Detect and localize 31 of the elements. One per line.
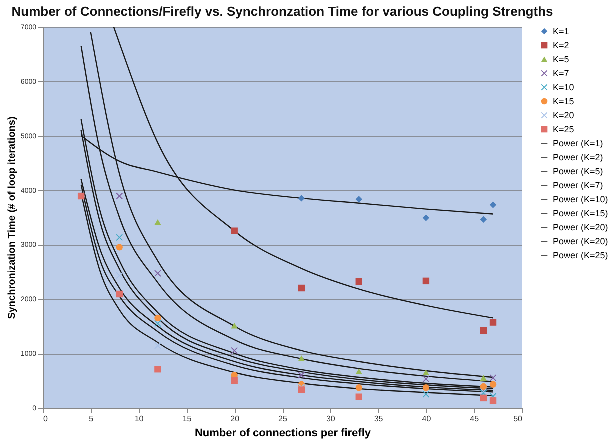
legend-label: Power (K=5) (553, 166, 604, 176)
legend-label: Power (K=20) (553, 236, 608, 246)
legend-label: Power (K=1) (553, 138, 604, 148)
legend-label: K=1 (553, 26, 570, 36)
x-tick-label: 50 (514, 414, 524, 424)
legend-label: K=7 (553, 68, 570, 78)
x-tick-label: 15 (182, 414, 192, 424)
legend-label: K=5 (553, 54, 570, 64)
legend-label: Power (K=2) (553, 152, 604, 162)
chart-title: Number of Connections/Firefly vs. Synchronzation Time for various Coupling Strengths (12, 4, 554, 19)
x-tick-label: 20 (230, 414, 240, 424)
legend-label: Power (K=7) (553, 180, 604, 190)
legend-label: K=25 (553, 124, 574, 134)
x-tick-label: 35 (374, 414, 384, 424)
legend-label: Power (K=10) (553, 194, 608, 204)
x-tick-label: 25 (278, 414, 288, 424)
x-axis-title: Number of connections per firefly (194, 428, 372, 440)
x-tick-label: 30 (326, 414, 336, 424)
x-tick-label: 5 (89, 414, 94, 424)
legend-label: Power (K=15) (553, 208, 608, 218)
legend-label: Power (K=25) (553, 250, 608, 260)
y-axis-title: Synchronization Time (# of loop iterations) (6, 116, 18, 320)
x-tick-label: 0 (44, 414, 48, 424)
legend-label: K=20 (553, 110, 574, 120)
x-tick-label: 10 (134, 414, 144, 424)
legend-label: K=10 (553, 82, 574, 92)
x-tick-label: 40 (422, 414, 432, 424)
legend-label: K=2 (553, 40, 570, 50)
legend-label: Power (K=20) (553, 222, 608, 232)
legend-label: K=15 (553, 96, 574, 106)
x-tick-label: 45 (470, 414, 480, 424)
